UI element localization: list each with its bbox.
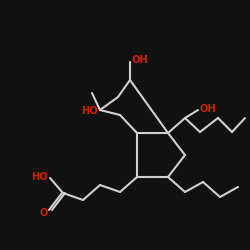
Text: HO: HO bbox=[81, 106, 98, 116]
Text: O: O bbox=[40, 208, 48, 218]
Text: HO: HO bbox=[31, 172, 48, 182]
Text: OH: OH bbox=[132, 55, 149, 65]
Text: OH: OH bbox=[200, 104, 217, 114]
